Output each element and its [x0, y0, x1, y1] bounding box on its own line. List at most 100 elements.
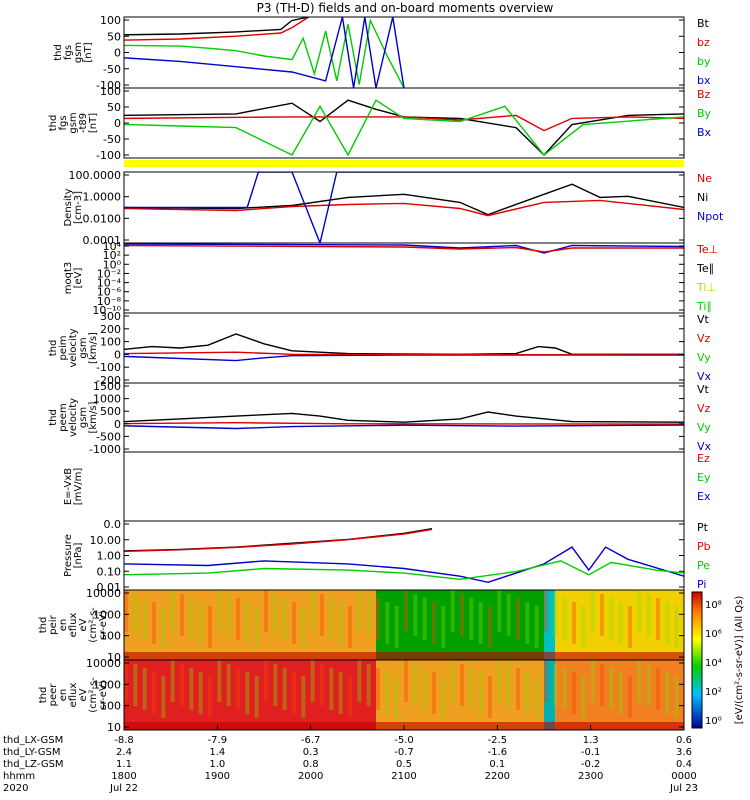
y-label-line: gsm [73, 42, 84, 63]
spectrogram-stripe [264, 590, 268, 632]
legend-bz: Bz [697, 88, 711, 101]
series-bx [124, 17, 405, 88]
x-tick-label: -0.2 [581, 759, 601, 770]
spectrogram-stripe [273, 594, 278, 636]
y-label-line: fgs [58, 115, 69, 130]
spectrogram-stripe [385, 602, 390, 644]
spectrogram-stripe [366, 594, 371, 636]
spectrogram-stripe [600, 664, 604, 706]
legend-ez: Ez [697, 452, 710, 465]
panel-8: 10000 1000 100 10 thd peir en eflux eV (cm²-s-sr-… [38, 587, 685, 664]
y-tick-label: -500 [96, 430, 121, 443]
spectrogram-stripe [497, 590, 502, 632]
spectrogram-stripe [301, 676, 306, 718]
spectrogram-stripe [254, 676, 259, 718]
spectrogram-stripe [656, 598, 660, 640]
spectrogram-stripe [217, 590, 222, 632]
spectrogram-stripe [310, 660, 315, 702]
spectrogram-stripe [665, 602, 670, 644]
y-tick-label: 0.0100 [83, 212, 122, 225]
y-label-line: gsm [78, 337, 89, 358]
y-label-line: -t89 [78, 113, 89, 133]
panel-frame [123, 16, 685, 89]
spectrogram-stripe [609, 598, 614, 640]
legend-ne: Ne [697, 172, 712, 185]
y-label-line: velocity [68, 398, 79, 437]
y-tick-label: 0.01 [97, 581, 122, 594]
spectrogram-stripe [478, 672, 483, 714]
spectrogram-stripe [572, 602, 576, 644]
spectrogram-stripe [338, 672, 343, 714]
x-row-label: hhmm [3, 771, 35, 782]
spectrogram-stripe [357, 590, 362, 632]
y-tick-label: 100 [100, 14, 121, 27]
y-axis-label: Density [cm-3] [63, 188, 84, 226]
x-tick-label: 0.8 [303, 759, 319, 770]
spectrogram-stripe [282, 598, 287, 640]
spectrogram-stripe [404, 590, 408, 632]
spectrogram-stripe [198, 602, 203, 644]
spectrogram-band [376, 660, 544, 730]
x-tick-label: Jul 23 [669, 783, 698, 794]
series-pb [124, 528, 433, 553]
spectrogram-stripe [133, 594, 138, 636]
spectrogram-stripe [488, 606, 492, 648]
x-tick-label: 0.5 [396, 759, 412, 770]
spectrogram-stripe [161, 606, 166, 648]
y-tick-label: 100 [100, 700, 121, 713]
spectrogram-stripe [170, 590, 175, 632]
y-axis-label: thd peim velocity gsm [km/s] [48, 328, 99, 367]
y-tick-label: 10 [107, 721, 121, 734]
spectrogram-stripe [376, 598, 380, 640]
y-label-line: thd [38, 617, 49, 634]
spectrogram-stripe [189, 598, 194, 640]
spectrogram-stripe [628, 676, 632, 718]
spectrogram-stripe [394, 606, 399, 648]
series-npot [124, 172, 684, 243]
y-tick-label: 10000 [86, 657, 121, 670]
x-tick-label: 1.3 [583, 735, 599, 746]
y-tick-label: -50 [103, 63, 121, 76]
spectrogram-stripe [198, 672, 203, 714]
y-tick-label: 10000 [86, 587, 121, 600]
spectrogram-stripe [357, 660, 362, 702]
y-tick-label: 1000 [93, 393, 121, 406]
spectrogram-stripe [460, 594, 464, 636]
spectrogram-stripe [310, 590, 315, 632]
x-tick-label: -0.1 [581, 747, 601, 758]
y-label-line: E=-VxB [63, 468, 74, 505]
spectrogram-stripe [525, 602, 530, 644]
legend-vx: Vx [697, 440, 712, 453]
legend-bx: Bx [697, 126, 712, 139]
y-tick-label: 0 [114, 418, 121, 431]
y-tick-label: 0.0001 [83, 234, 122, 247]
y-label-line: sr-eV) [98, 680, 109, 709]
spectrogram-stripe [665, 672, 670, 714]
y-label-line: gsm [78, 407, 89, 428]
y-tick-label: 100 [100, 85, 121, 98]
spectrogram-stripe [329, 598, 334, 640]
spectrogram-stripe [516, 598, 520, 640]
spectrogram-stripe [273, 664, 278, 706]
colorbar-tick: 10² [705, 687, 722, 698]
y-label-line: [km/s] [88, 332, 99, 364]
spectrogram-band [516, 590, 544, 660]
spectrogram-stripe [562, 598, 567, 640]
panel-frame [123, 312, 685, 384]
y-label-line: thd [48, 340, 59, 357]
spectrogram-stripe [413, 594, 418, 636]
y-tick-label: 10⁻⁴ [97, 277, 122, 290]
series-te [124, 244, 684, 253]
series-bz [124, 17, 310, 41]
x-tick-label: -2.5 [488, 735, 508, 746]
x-tick-label: 2.4 [116, 747, 132, 758]
y-tick-label: 0 [114, 117, 121, 130]
spectrogram-stripe [170, 660, 175, 702]
y-tick-label: 1.00 [97, 550, 122, 563]
colorbar-tick: 10⁶ [705, 629, 722, 640]
spectrogram-stripe [432, 602, 436, 644]
spectrogram-stripe [133, 664, 138, 706]
spectrogram-stripe [572, 672, 576, 714]
